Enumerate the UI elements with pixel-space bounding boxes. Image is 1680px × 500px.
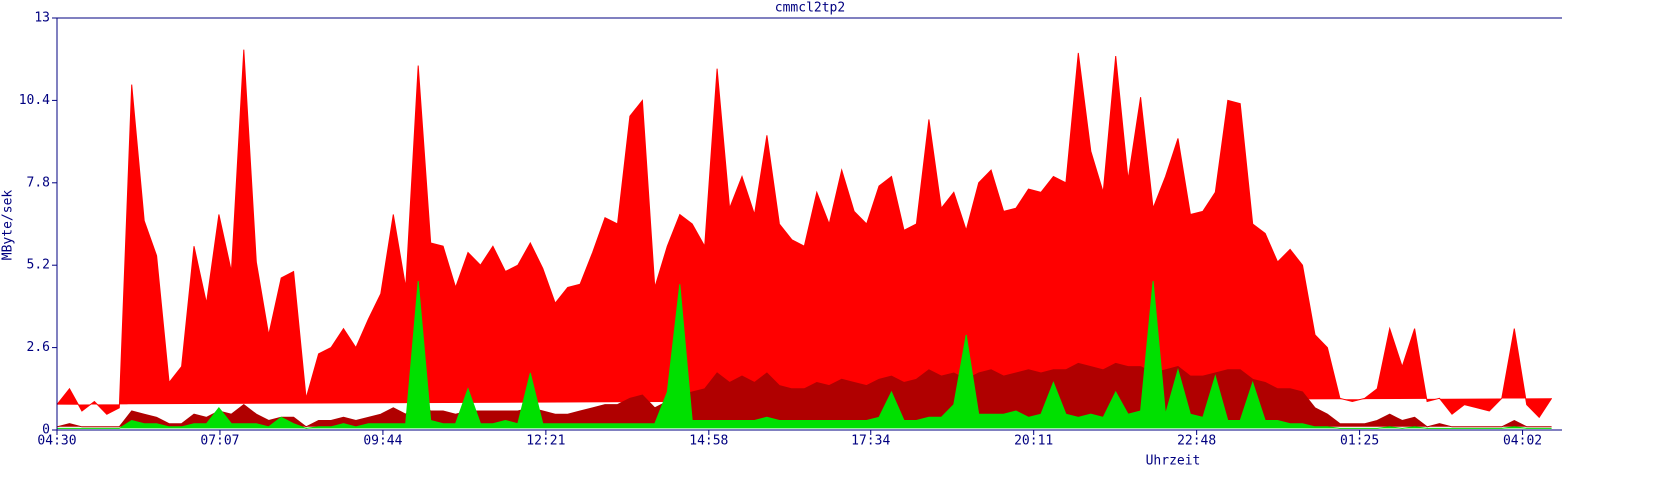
- y-axis-label: MByte/sek: [1, 190, 16, 261]
- y-tick-label: 2.6: [27, 340, 50, 355]
- x-tick-label: 14:58: [689, 434, 728, 449]
- x-tick-label: 07:07: [200, 434, 239, 449]
- series-area: [56, 49, 1553, 419]
- y-tick-label: 13: [34, 11, 50, 26]
- y-tick-label: 5.2: [27, 258, 50, 273]
- x-tick-label: 12:21: [526, 434, 565, 449]
- y-tick-label: 0: [42, 423, 50, 438]
- x-tick-label: 04:02: [1503, 434, 1542, 449]
- x-tick-label: 09:44: [363, 434, 402, 449]
- x-tick-label: 01:25: [1340, 434, 1379, 449]
- y-tick-label: 10.4: [19, 93, 50, 108]
- x-tick-label: 04:30: [37, 434, 76, 449]
- series-area: [57, 280, 1552, 429]
- y-tick-label: 7.8: [27, 175, 50, 190]
- x-axis-label: Uhrzeit: [1146, 454, 1201, 469]
- x-tick-label: 17:34: [851, 434, 890, 449]
- x-tick-label: 22:48: [1177, 434, 1216, 449]
- x-tick-label: 20:11: [1014, 434, 1053, 449]
- chart-title: cmmcl2tp2: [775, 1, 845, 16]
